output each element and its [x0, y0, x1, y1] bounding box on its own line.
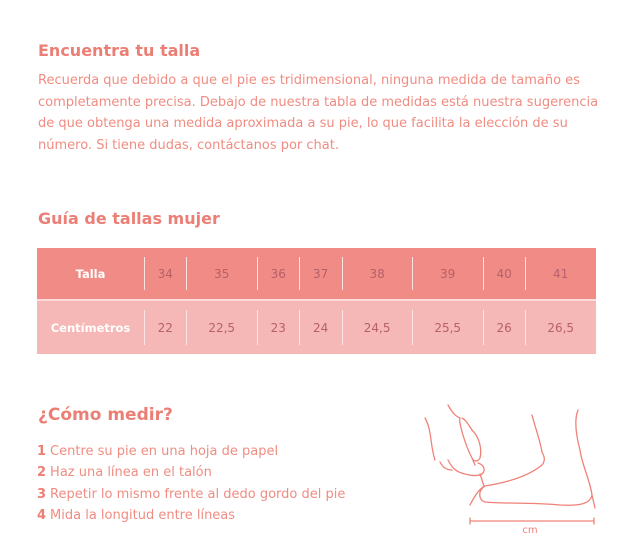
- table-cell: 35: [186, 248, 257, 300]
- list-item: 2 Haz una línea en el talón: [37, 462, 345, 483]
- cm-label: cm: [522, 525, 537, 536]
- steps-list: 1 Centre su pie en una hoja de papel 2 Haz…: [37, 441, 345, 526]
- step-text: Centre su pie en una hoja de papel: [50, 444, 279, 459]
- size-guide-title: Guía de tallas mujer: [38, 209, 220, 228]
- table-cell: 22,5: [186, 300, 257, 354]
- table-cell: 25,5: [412, 300, 483, 354]
- table-cell: 23: [256, 300, 300, 354]
- table-cell: 37: [299, 248, 342, 300]
- table-cell: 34: [144, 248, 187, 300]
- measure-line: [469, 517, 595, 525]
- step-text: Repetir lo mismo frente al dedo gordo de…: [50, 486, 346, 502]
- hand-icon: [424, 404, 485, 487]
- table-cell: 40: [482, 248, 526, 300]
- foot-icon: [469, 409, 596, 509]
- table-row-size: Talla 34 35 36 37 38 39 40 41: [37, 248, 596, 300]
- step-text: Mida la longitud entre líneas: [50, 507, 236, 523]
- intro-title: Encuentra tu talla: [38, 41, 201, 60]
- table-cell: 39: [412, 248, 483, 300]
- table-cell: 24,5: [341, 300, 413, 354]
- size-table: Talla 34 35 36 37 38 39 40 41 Centímetro…: [37, 248, 596, 354]
- step-number: 1: [37, 444, 47, 459]
- table-cell: 24: [299, 300, 342, 354]
- table-cell: 41: [525, 248, 596, 300]
- table-row-cm: Centímetros 22 22,5 23 24 24,5 25,5 26 2…: [37, 300, 596, 354]
- list-item: 4 Mida la longitud entre líneas: [37, 505, 345, 526]
- step-text: Haz una línea en el talón: [50, 465, 212, 481]
- row-header: Talla: [37, 248, 144, 300]
- step-number: 3: [37, 486, 47, 502]
- intro-text: Recuerda que debido a que el pie es trid…: [38, 73, 599, 153]
- how-to-measure-title: ¿Cómo medir?: [38, 405, 173, 425]
- table-cell: 38: [341, 248, 413, 300]
- list-item: 1 Centre su pie en una hoja de papel: [37, 441, 345, 462]
- table-cell: 26: [482, 300, 526, 354]
- step-number: 4: [37, 507, 47, 523]
- row-header: Centímetros: [37, 300, 144, 354]
- table-cell: 36: [256, 248, 300, 300]
- table-cell: 22: [144, 300, 187, 354]
- foot-measure-illustration: cm: [424, 404, 596, 536]
- step-number: 2: [37, 465, 47, 481]
- list-item: 3 Repetir lo mismo frente al dedo gordo d…: [37, 484, 345, 505]
- table-cell: 26,5: [525, 300, 596, 354]
